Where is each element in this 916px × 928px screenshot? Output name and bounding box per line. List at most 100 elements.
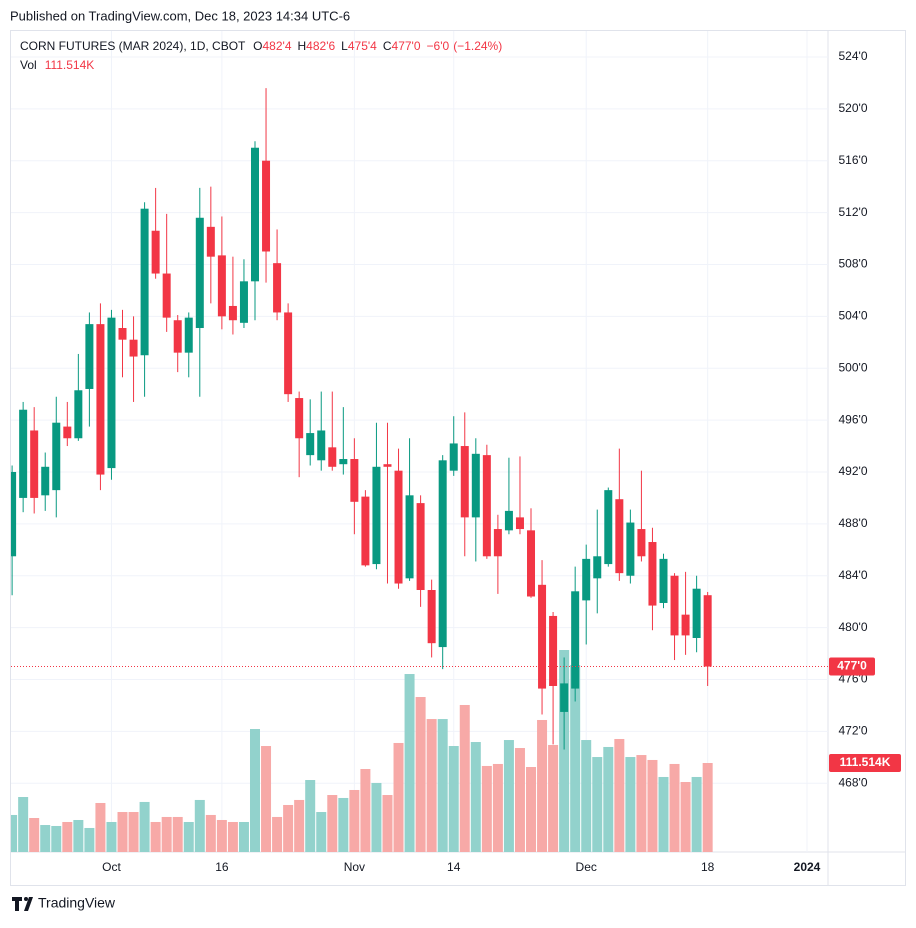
- candle-body: [427, 590, 436, 644]
- candle-body: [416, 503, 425, 591]
- candle-body: [482, 455, 491, 557]
- candle-body: [107, 317, 116, 469]
- legend-key: C: [383, 39, 392, 53]
- candle-body: [96, 324, 105, 475]
- volume-bar: [205, 814, 216, 852]
- candle-body: [504, 510, 513, 531]
- candle-body: [262, 160, 271, 252]
- volume-bar: [283, 804, 294, 852]
- volume-bar: [614, 738, 625, 852]
- candle-body: [361, 496, 370, 566]
- volume-bar: [249, 729, 260, 852]
- candle-body: [306, 433, 315, 456]
- change-percent: (−1.24%): [453, 39, 502, 53]
- volume-bar: [11, 814, 18, 852]
- legend-key: L: [341, 39, 348, 53]
- volume-bar: [514, 748, 525, 852]
- volume-bar: [216, 819, 227, 852]
- volume-bar: [592, 757, 603, 852]
- volume-bar: [106, 821, 117, 852]
- legend-value: 477'0: [392, 39, 421, 53]
- volume-bar: [492, 763, 503, 852]
- volume-bar: [360, 768, 371, 852]
- candle-body: [449, 443, 458, 471]
- candle-body: [250, 147, 259, 282]
- volume-bar: [18, 797, 29, 852]
- volume-bar: [470, 742, 481, 852]
- volume-bar: [459, 704, 470, 852]
- y-tick-label: 508'0: [839, 257, 868, 271]
- candle-body: [118, 328, 127, 340]
- candle-body: [295, 398, 304, 439]
- candle-body: [63, 426, 72, 439]
- candle-body: [637, 529, 646, 557]
- candle-body: [538, 584, 547, 689]
- candle-body: [383, 464, 392, 467]
- candle-body: [129, 339, 138, 357]
- volume-legend: Vol 111.514K: [20, 58, 94, 72]
- volume-bar: [581, 740, 592, 852]
- volume-bar: [393, 742, 404, 852]
- candle-body: [228, 305, 237, 321]
- volume-bar: [415, 697, 426, 852]
- volume-bar: [161, 816, 172, 852]
- candle-body: [515, 517, 524, 530]
- volume-bar: [691, 776, 702, 852]
- chart-frame: [10, 30, 906, 886]
- candle-body: [217, 255, 226, 317]
- candle-body: [184, 317, 193, 353]
- volume-bar: [172, 816, 183, 852]
- candle-body: [239, 281, 248, 323]
- candle-body: [41, 466, 50, 496]
- candle-body: [30, 430, 39, 498]
- volume-bar: [448, 746, 459, 852]
- candle-body: [405, 495, 414, 579]
- candle-body: [493, 529, 502, 557]
- x-tick-label: Dec: [576, 860, 597, 874]
- volume-bar: [327, 795, 338, 852]
- candle-body: [593, 556, 602, 579]
- candle-body: [328, 447, 337, 467]
- volume-bar: [73, 819, 84, 852]
- volume-tag-label: 111.514K: [840, 755, 891, 769]
- candle-body: [703, 595, 712, 667]
- candle-body: [85, 324, 94, 389]
- legend-key: H: [298, 39, 307, 53]
- volume-bar: [702, 763, 713, 852]
- x-tick-label: 2024: [794, 860, 821, 874]
- y-tick-label: 484'0: [839, 568, 868, 582]
- x-tick-label: 14: [447, 860, 461, 874]
- legend-value: 482'6: [306, 39, 335, 53]
- candle-body: [571, 591, 580, 689]
- volume-bar: [40, 825, 51, 852]
- volume-value: 111.514K: [45, 58, 95, 72]
- volume-bar: [349, 789, 360, 852]
- y-tick-label: 504'0: [839, 309, 868, 323]
- candle-body: [195, 217, 204, 329]
- volume-tag: [829, 754, 901, 773]
- volume-bar: [338, 797, 349, 852]
- x-tick-label: Oct: [102, 860, 121, 874]
- volume-bar: [84, 827, 95, 852]
- y-tick-label: 500'0: [839, 360, 868, 374]
- candle-body: [438, 460, 447, 648]
- volume-title: Vol: [20, 58, 37, 72]
- volume-bar: [603, 746, 614, 852]
- candle-body: [692, 588, 701, 638]
- volume-bar: [294, 799, 305, 852]
- candle-body: [273, 263, 282, 313]
- y-tick-label: 496'0: [839, 412, 868, 426]
- chart-title: CORN FUTURES (MAR 2024), 1D, CBOT O482'4 H…: [20, 39, 502, 53]
- y-tick-label: 492'0: [839, 464, 868, 478]
- x-tick-label: Nov: [344, 860, 365, 874]
- candle-body: [19, 409, 28, 498]
- volume-bar: [62, 821, 73, 852]
- candle-body: [471, 453, 480, 518]
- volume-bar: [481, 765, 492, 852]
- candle-body: [670, 575, 679, 636]
- volume-bar: [404, 674, 415, 852]
- volume-bar: [51, 825, 62, 852]
- volume-bar: [29, 818, 40, 852]
- volume-bar: [647, 759, 658, 852]
- candle-body: [284, 312, 293, 395]
